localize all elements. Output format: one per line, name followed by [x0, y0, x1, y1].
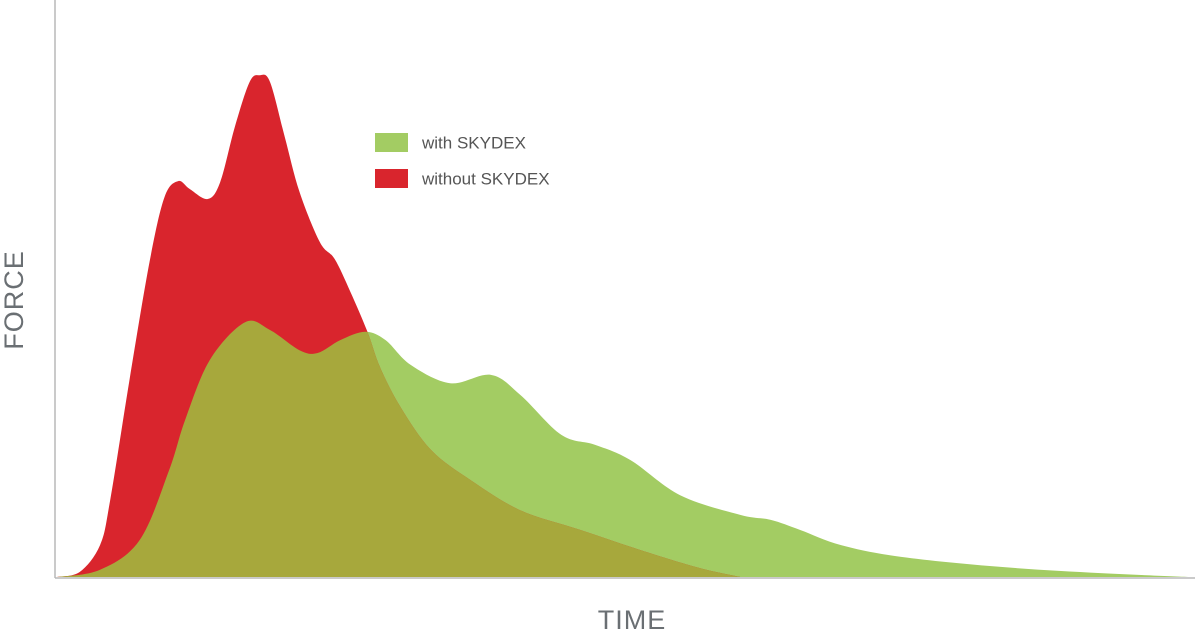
- area-overlap: [57, 320, 741, 577]
- y-axis-title: FORCE: [0, 250, 29, 350]
- plot-area: [57, 74, 1190, 578]
- legend-label: with SKYDEX: [421, 133, 526, 152]
- legend-swatch: [375, 133, 408, 152]
- legend-label: without SKYDEX: [421, 169, 550, 188]
- x-axis-title: TIME: [598, 605, 667, 634]
- legend: with SKYDEX without SKYDEX: [375, 133, 550, 188]
- legend-swatch: [375, 169, 408, 188]
